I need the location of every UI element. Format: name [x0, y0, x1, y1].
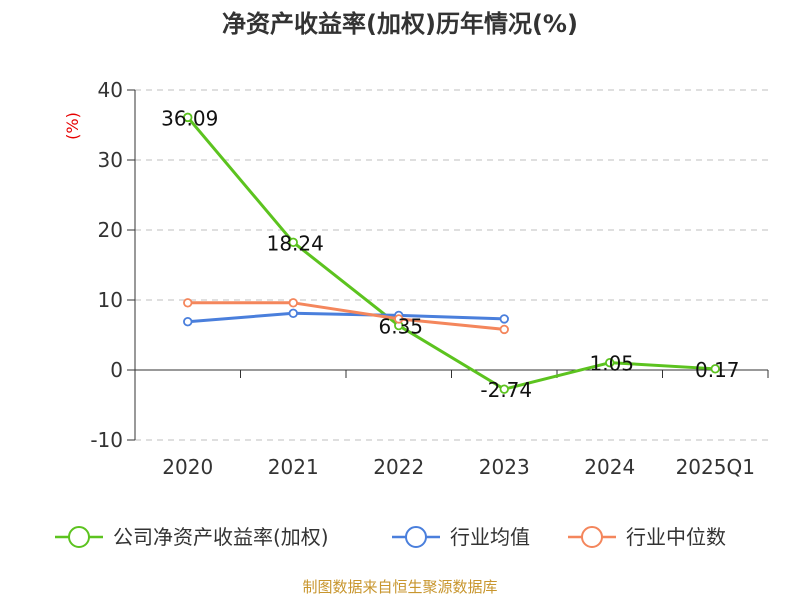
y-tick-label: 40	[98, 78, 123, 102]
data-point[interactable]	[288, 308, 298, 318]
data-point[interactable]	[499, 384, 509, 394]
x-tick-label: 2022	[373, 455, 424, 479]
x-tick-label: 2024	[584, 455, 635, 479]
series-line-1	[187, 311, 505, 324]
data-point[interactable]	[499, 314, 509, 324]
y-tick-label: 20	[98, 218, 123, 242]
y-axis-label: (%)	[63, 112, 82, 140]
data-point[interactable]	[499, 324, 509, 335]
legend-marker	[405, 526, 427, 548]
data-label: 0.17	[695, 358, 740, 382]
series-line-0	[186, 116, 716, 391]
data-label: 1.05	[589, 352, 634, 376]
x-tick-label: 2025Q1	[676, 455, 755, 479]
x-tick-label: 2020	[162, 455, 213, 479]
data-label: 18.24	[267, 231, 324, 255]
y-tick-label: 30	[98, 148, 123, 172]
legend[interactable]: 公司净资产收益率(加权) 行业均值 行业中位数	[55, 525, 726, 549]
data-labels: 36.09 18.24 6.35 -2.74 1.05 0.17	[161, 106, 739, 402]
data-point[interactable]	[394, 314, 404, 324]
axes: -10 0 10 20 30 40 2020 2021 2022 2023 2024 2025Q1	[90, 78, 769, 479]
data-point[interactable]	[183, 298, 193, 308]
series-line-2	[187, 301, 505, 331]
legend-label: 公司净资产收益率(加权)	[113, 525, 329, 549]
legend-label: 行业中位数	[626, 525, 726, 549]
x-tick-label: 2023	[479, 455, 530, 479]
legend-item-2[interactable]: 行业中位数	[568, 525, 726, 549]
data-label: -2.74	[480, 378, 532, 402]
data-label: 36.09	[161, 106, 218, 130]
legend-marker	[68, 526, 90, 548]
data-label: 6.35	[378, 315, 423, 339]
y-tick-label: -10	[90, 428, 123, 452]
legend-label: 行业均值	[450, 525, 530, 549]
series-group	[183, 112, 720, 394]
x-tick-label: 2021	[268, 455, 319, 479]
legend-marker	[581, 526, 603, 548]
data-point[interactable]	[288, 298, 298, 308]
source-note: 制图数据来自恒生聚源数据库	[302, 578, 497, 596]
y-tick-label: 10	[98, 288, 123, 312]
data-point[interactable]	[710, 364, 720, 374]
legend-item-0[interactable]: 公司净资产收益率(加权)	[55, 525, 329, 549]
data-point[interactable]	[183, 112, 193, 123]
data-point[interactable]	[288, 237, 298, 248]
legend-item-1[interactable]: 行业均值	[392, 525, 530, 549]
chart-title: 净资产收益率(加权)历年情况(%)	[222, 10, 578, 38]
data-point[interactable]	[183, 317, 193, 327]
y-tick-label: 0	[110, 358, 123, 382]
grid-lines	[135, 89, 768, 441]
data-point[interactable]	[605, 357, 615, 368]
